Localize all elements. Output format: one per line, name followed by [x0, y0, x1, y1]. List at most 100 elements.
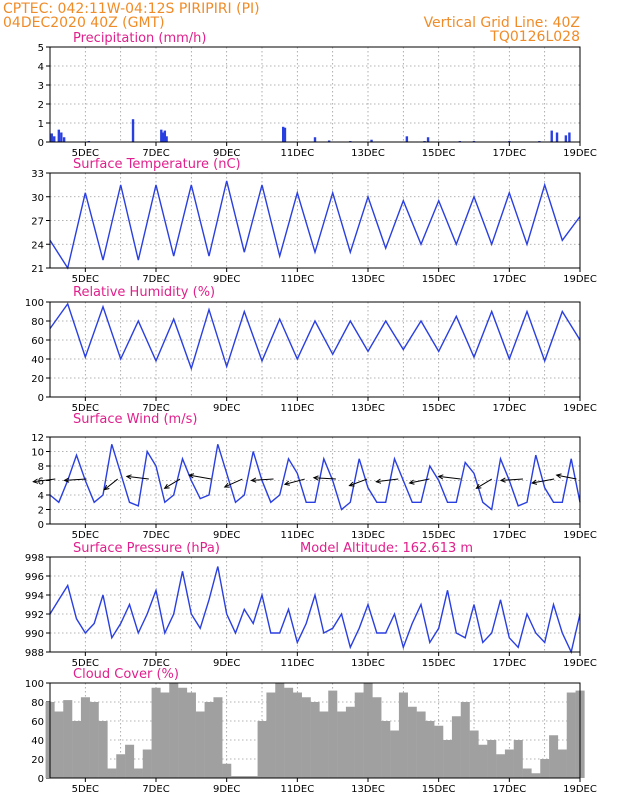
cloud-cover-bar	[222, 763, 232, 778]
cloud-cover-bar	[284, 687, 294, 778]
precipitation-bar	[163, 130, 167, 142]
cloud-cover-bar	[89, 702, 99, 778]
cloud-cover-bar	[80, 697, 90, 778]
cloud-cover-bar	[133, 768, 143, 778]
x-tick-label: 19DEC	[563, 658, 597, 669]
cloud-cover-bar	[204, 702, 214, 778]
y-tick-label: 40	[31, 736, 44, 747]
precipitation-bar	[50, 133, 53, 142]
x-tick-label: 15DEC	[422, 784, 456, 795]
y-tick-label: 0	[38, 774, 44, 785]
y-tick-label: 10	[31, 448, 44, 459]
precipitation-bar	[555, 132, 559, 142]
x-tick-label: 11DEC	[280, 530, 314, 541]
x-tick-label: 19DEC	[563, 784, 597, 795]
cloud-cover-bar	[469, 730, 479, 778]
x-tick-label: 5DEC	[72, 274, 99, 285]
wind-arrow-head	[408, 479, 415, 485]
precipitation-bar	[568, 132, 571, 142]
wind-arrow	[438, 475, 461, 480]
cloud-cover-bar	[557, 749, 567, 778]
precipitation-bar	[160, 129, 163, 142]
cloud-cover-bar	[107, 768, 117, 778]
wind-arrow	[189, 474, 212, 480]
wind-arrow	[376, 478, 399, 483]
cloud-cover-bar	[460, 702, 470, 778]
panel-frame	[49, 172, 581, 269]
y-tick-label: 998	[25, 553, 44, 564]
x-tick-label: 11DEC	[280, 403, 314, 414]
cloud-cover-bar	[186, 692, 196, 778]
y-tick-label: 3	[38, 81, 44, 92]
y-tick-label: 992	[25, 610, 44, 621]
y-tick-label: 990	[25, 629, 44, 640]
x-tick-label: 9DEC	[213, 658, 240, 669]
cloud-cover-bar	[381, 721, 391, 778]
x-tick-label: 5DEC	[72, 403, 99, 414]
wind-arrow-head	[283, 480, 290, 486]
precipitation-bar	[426, 137, 430, 142]
cloud-cover-bar	[292, 692, 302, 778]
cloud-cover-bar	[160, 692, 170, 778]
y-tick-label: 27	[31, 217, 44, 228]
x-tick-label: 7DEC	[142, 530, 169, 541]
cloud-cover-bar	[354, 692, 364, 778]
cloud-cover-bar	[328, 690, 338, 778]
cloud-cover-bar	[478, 744, 488, 778]
x-tick-label: 15DEC	[422, 148, 456, 159]
y-tick-label: 4	[38, 62, 44, 73]
cloud-cover-bar	[513, 740, 523, 778]
y-tick-label: 33	[31, 169, 44, 180]
cloud-cover-bar	[372, 697, 382, 778]
y-tick-label: 5	[38, 43, 44, 54]
x-tick-label: 5DEC	[72, 148, 99, 159]
cloud-cover-bar	[301, 697, 311, 778]
y-tick-label: 0	[38, 138, 44, 149]
precipitation-bar	[161, 132, 165, 142]
cloud-cover-bar	[337, 711, 347, 778]
precipitation-bar	[327, 140, 331, 142]
cloud-cover-bar	[151, 687, 161, 778]
x-tick-label: 11DEC	[280, 658, 314, 669]
header-run-date: 04DEC2020 40Z (GMT)	[3, 15, 165, 31]
wind-arrow-head	[163, 483, 170, 489]
x-tick-label: 13DEC	[351, 403, 385, 414]
wind-arrow-head	[530, 479, 538, 485]
precipitation-bar	[57, 129, 61, 142]
wind-arrow	[164, 478, 181, 489]
cloud-cover-bar	[487, 740, 497, 778]
x-tick-label: 17DEC	[492, 274, 526, 285]
precipitation-bar	[165, 136, 168, 142]
panel-title: Surface Wind (m/s)	[73, 412, 197, 427]
cloud-cover-bar	[443, 740, 453, 778]
panel-title: Surface Temperature (nC)	[73, 157, 241, 172]
wind-arrow	[64, 478, 87, 481]
x-tick-label: 13DEC	[351, 530, 385, 541]
wind-arrow	[349, 478, 368, 487]
wind-arrow	[251, 478, 274, 481]
x-tick-label: 15DEC	[422, 403, 456, 414]
header-grid-line: Vertical Grid Line: 40Z	[424, 15, 580, 31]
panel-wind: Surface Wind (m/s) 0 2 4 6 8 10 12 5DEC 7DEC 9DEC 1…	[31, 412, 597, 541]
cloud-cover-bar	[531, 773, 541, 778]
y-tick-label: 8	[38, 462, 44, 473]
cloud-cover-bar	[540, 759, 550, 778]
wind-arrow	[284, 478, 305, 485]
cloud-cover-bar	[275, 683, 285, 778]
cloud-cover-bar	[549, 735, 559, 778]
panel-frame	[49, 46, 581, 143]
x-tick-label: 11DEC	[280, 784, 314, 795]
x-tick-label: 5DEC	[72, 530, 99, 541]
y-tick-label: 30	[31, 193, 44, 204]
cloud-cover-bar	[63, 700, 73, 778]
x-tick-label: 9DEC	[213, 403, 240, 414]
panel-frame	[49, 556, 581, 653]
wind-arrow-head	[103, 484, 110, 491]
cloud-cover-bar	[54, 711, 64, 778]
cloud-cover-bar	[231, 776, 241, 778]
y-tick-label: 6	[38, 477, 44, 488]
wind-arrow	[409, 478, 430, 484]
panel-frame	[49, 682, 581, 779]
y-tick-label: 100	[25, 298, 44, 309]
